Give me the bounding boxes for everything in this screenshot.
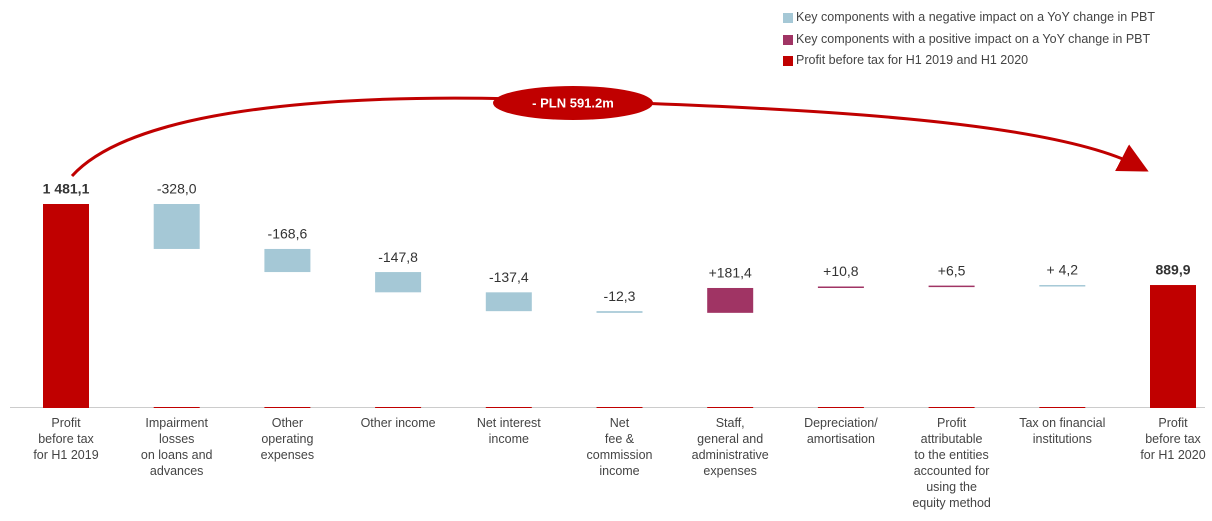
legend-label: Profit before tax for H1 2019 and H1 202… [796,53,1029,67]
value-label: +6,5 [938,262,966,278]
value-label: + 4,2 [1047,262,1079,278]
category-label: Tax on financial institutions [1019,416,1106,446]
value-label: -137,4 [489,269,529,285]
legend-swatch [783,34,793,45]
bar [43,204,89,407]
value-label: +181,4 [709,265,752,281]
bar [707,287,754,313]
bar [928,285,975,288]
category-label: Depreciation/ amortisation [804,416,878,446]
bar [596,311,643,313]
category-label: Impairment losses on loans and advances [140,416,213,478]
annotation: - PLN 591.2m [532,95,614,110]
value-label: -328,0 [157,181,197,197]
value-label: -147,8 [378,249,418,265]
value-label: 889,9 [1155,262,1190,278]
category-label: Net interest income [476,416,541,446]
bar [1039,285,1086,287]
value-label: -168,6 [268,226,308,242]
annotation-badge [493,86,653,120]
value-label: 1 481,1 [43,181,90,197]
value-label: +10,8 [823,263,859,279]
category-label: Other operating expenses [260,416,315,462]
legend-label: Key components with a negative impact on… [796,10,1156,24]
bar [375,272,422,293]
bar [264,248,311,273]
category-label: Profit before tax for H1 2019 [33,416,99,462]
category-label: Profit attributable to the entities acco… [912,416,991,510]
category-label: Profit before tax for H1 2020 [1140,416,1206,462]
bar [817,286,864,288]
legend-label: Key components with a positive impact on… [796,31,1151,46]
bar [153,204,200,249]
legend-swatch [783,13,793,23]
category-label: Net fee & commission income [586,416,653,478]
bar [1150,285,1196,407]
bar [485,292,532,312]
category-label: Other income [360,416,436,430]
value-label: -12,3 [604,288,636,304]
legend-swatch [783,56,793,66]
category-label: Staff, general and administrative expens… [691,416,769,478]
